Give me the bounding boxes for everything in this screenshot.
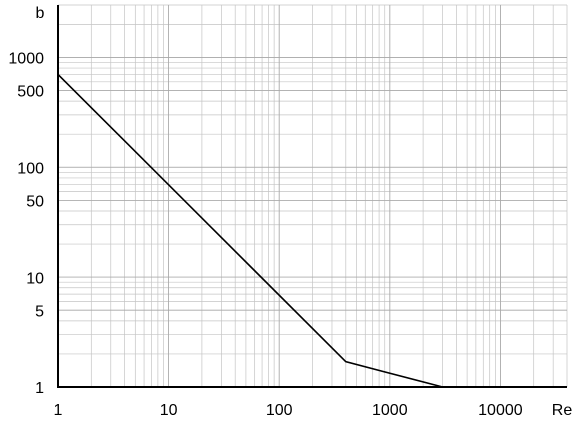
x-tick-label: 1	[54, 402, 63, 419]
x-tick-label: 10	[160, 402, 178, 419]
y-tick-label: 500	[17, 84, 44, 101]
x-axis-label: Re	[552, 402, 573, 419]
y-tick-label: 1	[35, 380, 44, 397]
data-line	[57, 73, 567, 388]
y-tick-label: 10	[26, 270, 44, 287]
y-axis-label: b	[36, 5, 45, 22]
x-tick-label: 10000	[478, 402, 523, 419]
y-tick-label: 5	[35, 303, 44, 320]
x-tick-label: 1000	[372, 402, 408, 419]
y-tick-label: 50	[26, 194, 44, 211]
y-tick-label: 1000	[8, 51, 44, 68]
y-tick-label: 100	[17, 160, 44, 177]
x-tick-label: 100	[266, 402, 293, 419]
